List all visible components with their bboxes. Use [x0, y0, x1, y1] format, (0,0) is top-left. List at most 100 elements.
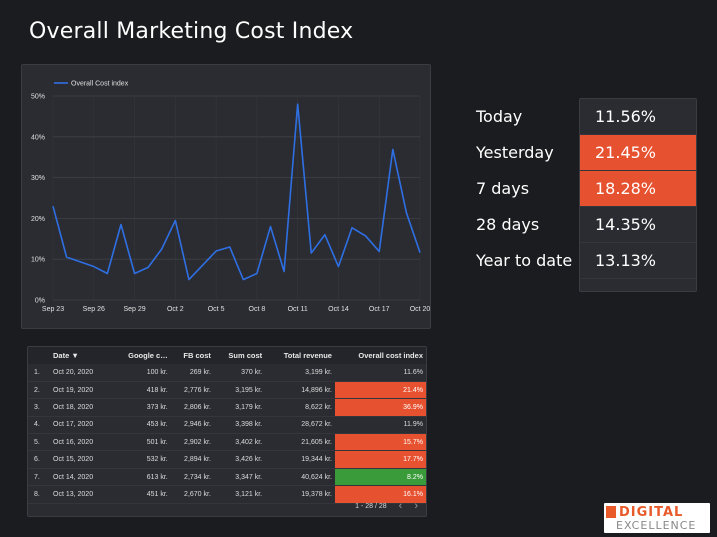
- col-header-date[interactable]: Date ▼: [50, 347, 112, 364]
- table-row[interactable]: 8. Oct 13, 2020 451 kr. 2,670 kr. 3,121 kr. 1…: [28, 485, 426, 504]
- cell-sum-cost: 3,121 kr.: [213, 485, 266, 504]
- col-header-index: [28, 347, 50, 364]
- table-header-row: Date ▼ Google c… FB cost Sum cost Total …: [28, 347, 426, 364]
- logo-top-text: DIGITAL: [619, 505, 684, 520]
- cell-date: Oct 20, 2020: [50, 364, 112, 382]
- cell-total-revenue: 21,605 kr.: [265, 433, 335, 452]
- col-header-total-revenue[interactable]: Total revenue: [265, 347, 335, 364]
- cell-sum-cost: 3,398 kr.: [213, 416, 266, 435]
- table-row[interactable]: 6. Oct 15, 2020 532 kr. 2,894 kr. 3,426 kr. 1…: [28, 450, 426, 469]
- line-chart-card: 50% 40% 30% 20% 10% 0% Sep 23 Sep 26 Sep 29 Oct 2…: [21, 64, 431, 329]
- table-pagination: 1 - 28 / 28 ‹ ›: [355, 500, 418, 512]
- kpi-value-yesterday: 21.45%: [580, 135, 696, 171]
- digital-excellence-logo: DIGITAL EXCELLENCE: [604, 503, 710, 533]
- cell-overall-cost-index: 8.2%: [334, 468, 426, 487]
- line-chart: 50% 40% 30% 20% 10% 0%Sep 23 Sep 26 Sep 29 Oct 2…: [31, 81, 431, 314]
- cell-date: Oct 18, 2020: [50, 398, 112, 417]
- table-row[interactable]: 4. Oct 17, 2020 453 kr. 2,946 kr. 3,398 kr. 2…: [28, 416, 426, 435]
- cell-total-revenue: 28,672 kr.: [265, 416, 335, 435]
- cell-google-cost: 501 kr.: [112, 433, 171, 452]
- x-tick-label: Oct 5: [208, 306, 225, 313]
- col-header-overall-cost-index[interactable]: Overall cost index: [334, 347, 426, 364]
- kpi-values-card: 11.56% 21.45% 18.28% 14.35% 13.13%: [579, 98, 697, 292]
- cell-fb-cost: 2,894 kr.: [170, 450, 214, 469]
- y-tick-label: 40%: [31, 134, 45, 141]
- table-row[interactable]: 7. Oct 14, 2020 613 kr. 2,734 kr. 3,347 kr. 4…: [28, 468, 426, 487]
- x-tick-label: Sep 26: [83, 306, 105, 313]
- table-row[interactable]: 5. Oct 16, 2020 501 kr. 2,902 kr. 3,402 kr. 2…: [28, 433, 426, 452]
- x-tick-label: Oct 17: [369, 306, 390, 313]
- cell-total-revenue: 14,896 kr.: [265, 381, 335, 400]
- x-tick-label: Sep 29: [123, 306, 145, 313]
- kpi-value-year-to-date: 13.13%: [580, 243, 696, 279]
- kpi-label-year-to-date: Year to date: [476, 250, 573, 270]
- cell-date: Oct 14, 2020: [50, 468, 112, 487]
- cost-table: Date ▼ Google c… FB cost Sum cost Total …: [28, 347, 426, 504]
- logo-bottom-text: EXCELLENCE: [616, 519, 697, 532]
- cell-google-cost: 418 kr.: [112, 381, 171, 400]
- cell-sum-cost: 3,179 kr.: [213, 398, 266, 417]
- cell-index: 5.: [28, 433, 50, 452]
- table-row[interactable]: 3. Oct 18, 2020 373 kr. 2,806 kr. 3,179 kr. 8…: [28, 398, 426, 417]
- cell-fb-cost: 2,670 kr.: [170, 485, 214, 504]
- series-line-overall-cost-index: [52, 103, 421, 281]
- cell-date: Oct 19, 2020: [50, 381, 112, 400]
- chevron-left-icon[interactable]: ‹: [398, 500, 403, 512]
- cell-overall-cost-index: 36.9%: [334, 398, 426, 417]
- cell-date: Oct 17, 2020: [50, 416, 112, 435]
- cell-google-cost: 451 kr.: [112, 485, 171, 504]
- cell-index: 7.: [28, 468, 50, 487]
- x-tick-label: Oct 11: [288, 306, 308, 313]
- table-row[interactable]: 1. Oct 20, 2020 100 kr. 269 kr. 370 kr. 3,199…: [28, 364, 426, 382]
- cell-overall-cost-index: 17.7%: [334, 450, 426, 469]
- cell-overall-cost-index: 21.4%: [334, 381, 426, 400]
- x-tick-label: Oct 20: [410, 306, 431, 313]
- cell-date: Oct 15, 2020: [50, 450, 112, 469]
- table-row[interactable]: 2. Oct 19, 2020 418 kr. 2,776 kr. 3,195 kr. 1…: [28, 381, 426, 400]
- cell-google-cost: 613 kr.: [112, 468, 171, 487]
- cell-total-revenue: 19,378 kr.: [265, 485, 335, 504]
- chevron-right-icon[interactable]: ›: [414, 500, 418, 512]
- y-tick-label: 0%: [35, 298, 45, 305]
- cell-index: 3.: [28, 398, 50, 417]
- cell-index: 2.: [28, 381, 50, 400]
- x-tick-label: Oct 8: [249, 306, 266, 313]
- kpi-value-today: 11.56%: [580, 99, 696, 135]
- legend-label: Overall Cost index: [71, 81, 129, 88]
- kpi-label-7-days: 7 days: [476, 178, 530, 198]
- cell-total-revenue: 3,199 kr.: [265, 364, 335, 382]
- cell-google-cost: 532 kr.: [112, 450, 171, 469]
- cell-index: 4.: [28, 416, 50, 435]
- cell-total-revenue: 40,624 kr.: [265, 468, 335, 487]
- col-header-google-cost[interactable]: Google c…: [112, 347, 171, 364]
- y-tick-label: 20%: [31, 216, 45, 223]
- cell-google-cost: 453 kr.: [112, 416, 171, 435]
- logo-mark-icon: [606, 506, 616, 518]
- cell-google-cost: 373 kr.: [112, 398, 171, 417]
- col-header-fb-cost[interactable]: FB cost: [170, 347, 214, 364]
- cell-fb-cost: 2,734 kr.: [170, 468, 214, 487]
- x-tick-label: Oct 14: [328, 306, 349, 313]
- kpi-value-28-days: 14.35%: [580, 207, 696, 243]
- cell-fb-cost: 2,806 kr.: [170, 398, 214, 417]
- cell-total-revenue: 8,622 kr.: [265, 398, 335, 417]
- cell-overall-cost-index: 16.1%: [334, 485, 426, 504]
- cell-date: Oct 13, 2020: [50, 485, 112, 504]
- cell-sum-cost: 3,347 kr.: [213, 468, 266, 487]
- cell-overall-cost-index: 11.6%: [334, 364, 426, 382]
- kpi-label-today: Today: [476, 106, 523, 126]
- cell-fb-cost: 2,902 kr.: [170, 433, 214, 452]
- cell-total-revenue: 19,344 kr.: [265, 450, 335, 469]
- cell-overall-cost-index: 15.7%: [334, 433, 426, 452]
- page-title: Overall Marketing Cost Index: [29, 19, 354, 44]
- y-tick-label: 50%: [31, 94, 45, 101]
- cell-fb-cost: 269 kr.: [170, 364, 214, 382]
- col-header-sum-cost[interactable]: Sum cost: [213, 347, 266, 364]
- cell-google-cost: 100 kr.: [112, 364, 171, 382]
- cell-date: Oct 16, 2020: [50, 433, 112, 452]
- kpi-label-28-days: 28 days: [476, 214, 540, 234]
- x-tick-label: Sep 23: [42, 306, 64, 313]
- cell-fb-cost: 2,946 kr.: [170, 416, 214, 435]
- pagination-label: 1 - 28 / 28: [355, 502, 387, 510]
- cell-index: 1.: [28, 364, 50, 382]
